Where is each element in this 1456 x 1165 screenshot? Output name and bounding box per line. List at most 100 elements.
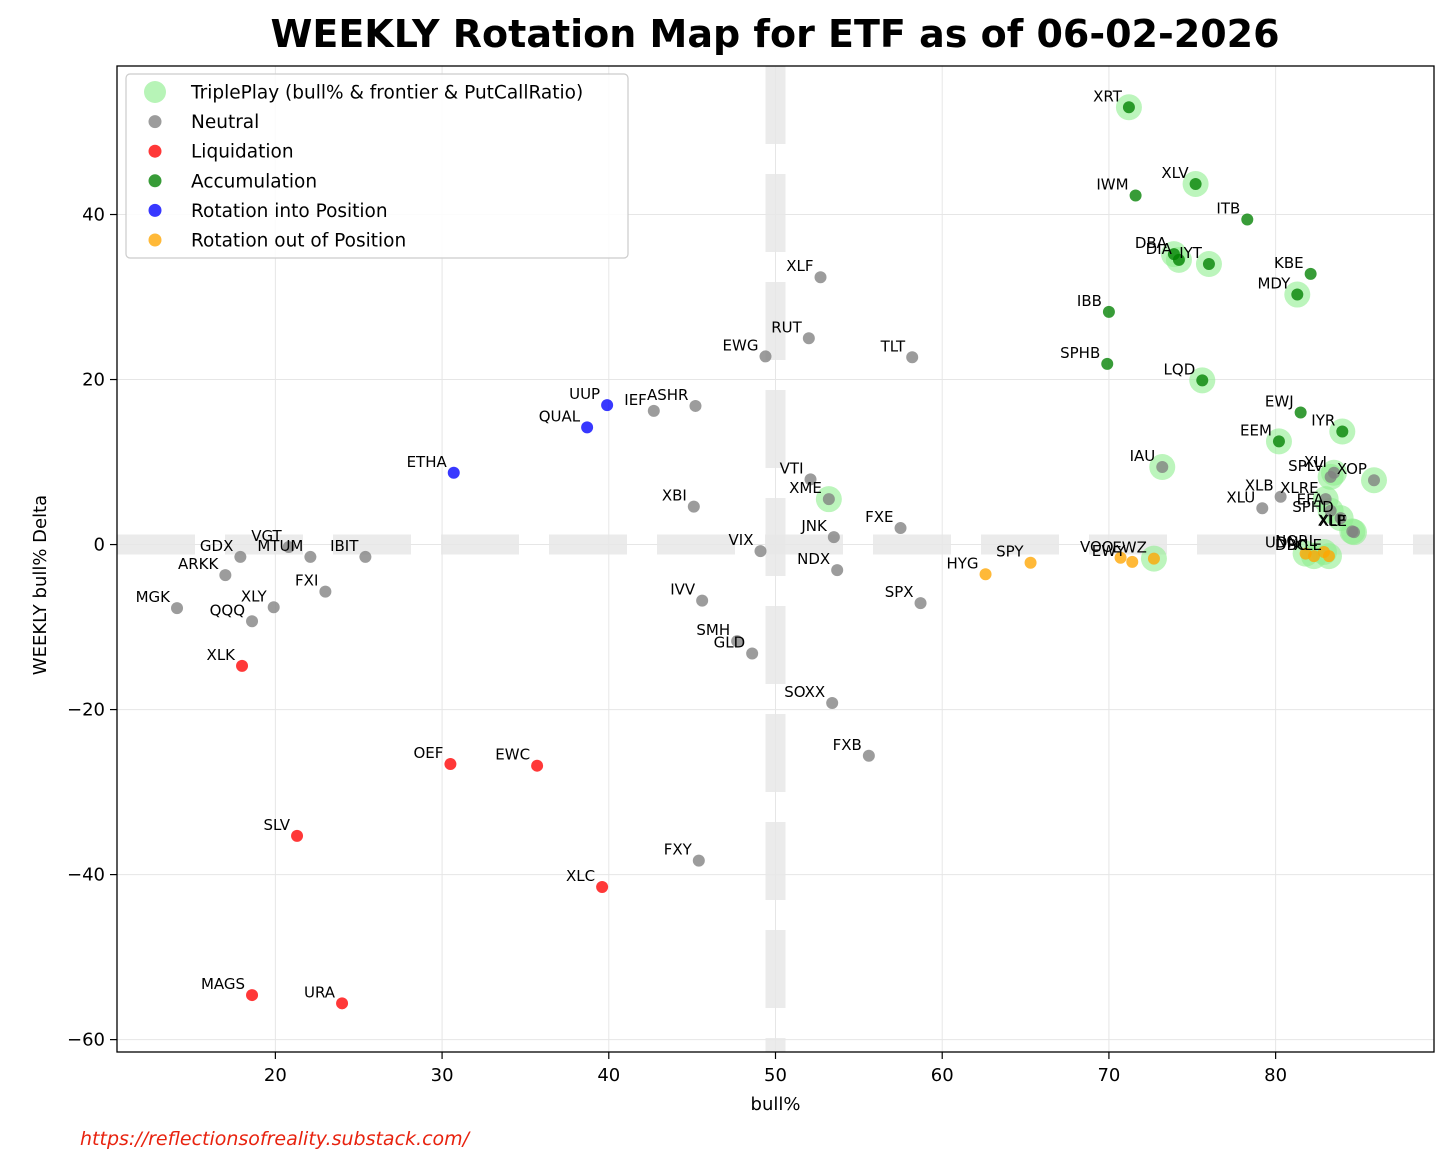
point-label: SPLV xyxy=(1288,457,1324,475)
point-neutral xyxy=(746,647,759,660)
point-neutral xyxy=(282,541,295,554)
point-rot_in xyxy=(601,399,614,412)
point-neutral xyxy=(822,493,835,506)
point-accumulation xyxy=(1101,357,1114,370)
axis-ticks: 20 30 40 50 60 70 80 40 20 0 −20 −40 −60 xyxy=(67,205,1287,1086)
point-label: JNK xyxy=(800,517,828,535)
point-label: SOXX xyxy=(784,683,825,701)
point-liquidation xyxy=(596,880,609,893)
x-tick-label: 60 xyxy=(931,1065,954,1086)
point-label: XLE xyxy=(1319,512,1347,530)
point-rot_out xyxy=(1126,555,1139,568)
point-rot_out xyxy=(1147,552,1160,565)
legend-marker-rot_out xyxy=(148,233,162,247)
point-accumulation xyxy=(1202,258,1215,271)
point-neutral xyxy=(689,399,702,412)
point-neutral xyxy=(1324,504,1337,517)
point-label: UDN xyxy=(1265,534,1299,552)
point-label: EWZ xyxy=(1112,539,1147,557)
point-label: VGT xyxy=(251,527,282,545)
legend-marker-rot_in xyxy=(148,203,162,217)
point-neutral xyxy=(1256,502,1269,515)
point-label: IBIT xyxy=(330,537,359,555)
x-tick-label: 70 xyxy=(1097,1065,1120,1086)
y-tick-label: −60 xyxy=(67,1030,105,1051)
legend-label: Rotation into Position xyxy=(191,201,388,222)
point-neutral xyxy=(1274,490,1287,503)
point-label: IEF xyxy=(624,391,647,409)
legend-label: TriplePlay (bull% & frontier & PutCallRa… xyxy=(190,83,583,104)
point-accumulation xyxy=(1129,189,1142,202)
point-label: LQD xyxy=(1164,360,1196,378)
point-label: XLY xyxy=(241,587,268,605)
point-accumulation xyxy=(1304,267,1317,280)
point-liquidation xyxy=(246,989,259,1002)
point-label: DBC xyxy=(1275,536,1307,554)
point-label: XLI xyxy=(1304,453,1327,471)
point-label: ITB xyxy=(1216,199,1240,217)
point-neutral xyxy=(1367,474,1380,487)
point-neutral xyxy=(827,531,840,544)
point-label: SPY xyxy=(996,543,1024,561)
point-neutral xyxy=(219,569,232,582)
x-tick-label: 50 xyxy=(764,1065,787,1086)
point-rot_out xyxy=(1024,556,1037,569)
y-tick-label: 40 xyxy=(82,205,105,226)
footer-link[interactable]: https://reflectionsofreality.substack.co… xyxy=(80,1128,470,1150)
point-neutral xyxy=(1334,512,1347,525)
point-label: GLD xyxy=(714,633,746,651)
point-rot_in xyxy=(581,421,594,434)
point-label: MGK xyxy=(136,588,172,606)
point-accumulation xyxy=(1241,213,1254,226)
point-label: IAU xyxy=(1130,447,1156,465)
point-label: NORL xyxy=(1275,532,1317,550)
point-neutral xyxy=(267,601,280,614)
legend-marker-accumulation xyxy=(148,174,162,188)
y-tick-label: −20 xyxy=(67,700,105,721)
point-neutral xyxy=(696,594,709,607)
point-accumulation xyxy=(1272,435,1285,448)
point-neutral xyxy=(731,635,744,648)
x-tick-label: 40 xyxy=(597,1065,620,1086)
point-label: IYR xyxy=(1311,412,1335,430)
point-accumulation xyxy=(1336,425,1349,438)
point-label: XLF xyxy=(786,257,813,275)
point-label: IBB xyxy=(1077,292,1102,310)
point-label: OEF xyxy=(413,744,443,762)
point-label: UUP xyxy=(569,385,600,403)
point-neutral xyxy=(894,522,907,535)
point-accumulation xyxy=(1291,288,1304,301)
point-liquidation xyxy=(531,759,544,772)
point-neutral xyxy=(1319,493,1332,506)
legend-label: Liquidation xyxy=(191,142,294,163)
point-label: SPHD xyxy=(1292,498,1333,516)
point-label: EEM xyxy=(1240,421,1272,439)
x-tick-label: 30 xyxy=(431,1065,454,1086)
point-label: XBI xyxy=(662,487,687,505)
point-label: VIX xyxy=(729,531,754,549)
point-neutral xyxy=(754,545,767,558)
point-accumulation xyxy=(1102,305,1115,318)
point-label: DBA xyxy=(1135,234,1168,252)
point-neutral xyxy=(692,854,705,867)
point-label: HYG xyxy=(946,554,978,572)
point-neutral xyxy=(802,332,815,345)
point-neutral xyxy=(647,404,660,417)
legend: TriplePlay (bull% & frontier & PutCallRa… xyxy=(125,73,629,259)
point-neutral xyxy=(359,550,372,563)
point-rot_in xyxy=(447,466,460,479)
point-liquidation xyxy=(236,659,249,672)
point-label: FXY xyxy=(664,841,693,859)
point-label: ASHR xyxy=(647,386,688,404)
point-label: URA xyxy=(304,983,336,1001)
point-label: MAGS xyxy=(201,975,245,993)
point-label: GDX xyxy=(200,537,233,555)
point-accumulation xyxy=(1122,101,1135,114)
point-label: EFA xyxy=(1297,491,1325,509)
legend-marker-triple xyxy=(144,81,166,103)
point-label: MTUM xyxy=(257,537,303,555)
point-accumulation xyxy=(1196,374,1209,387)
point-neutral xyxy=(826,696,839,709)
x-axis-label: bull% xyxy=(751,1094,801,1115)
point-label: NDX xyxy=(797,550,830,568)
